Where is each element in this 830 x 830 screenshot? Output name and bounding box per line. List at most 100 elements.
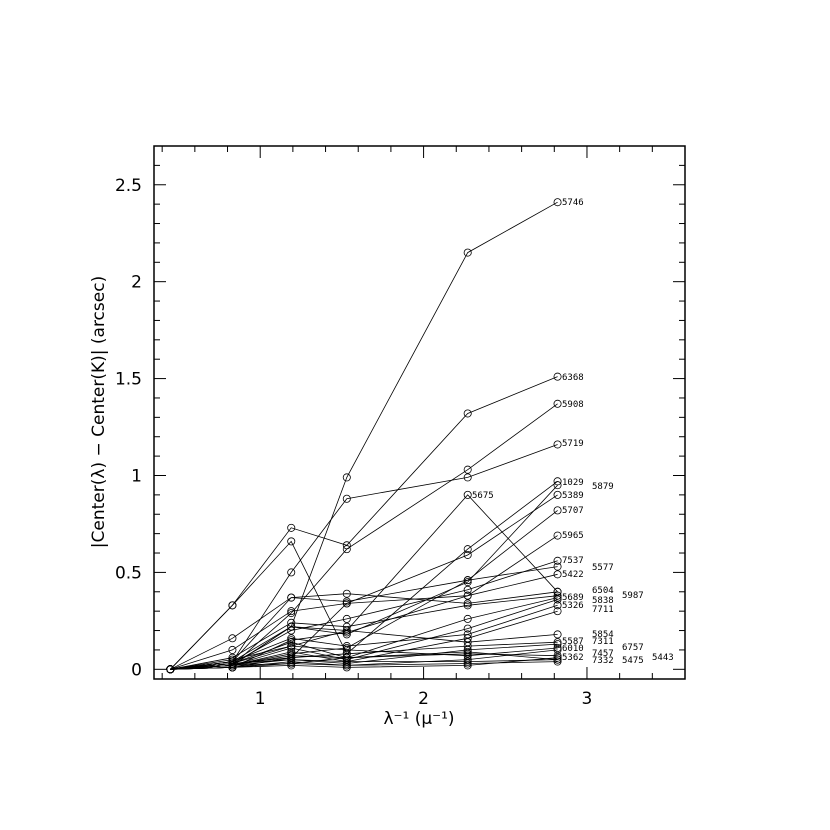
- series-label-5475: 5475: [622, 656, 644, 666]
- series-label-5707: 5707: [562, 506, 584, 516]
- data-point-5987: [228, 653, 237, 662]
- data-point-6504: [553, 587, 562, 596]
- data-point-5675: [463, 490, 472, 499]
- data-point-5854: [463, 638, 472, 647]
- data-point-5475: [463, 647, 472, 656]
- data-point-5422: [228, 645, 237, 654]
- data-point-5838: [342, 655, 351, 664]
- data-point-5443: [463, 659, 472, 668]
- series-label-7332: 7332: [592, 656, 614, 666]
- series-label-5854: 5854: [592, 630, 614, 640]
- series-line-5908: [170, 403, 558, 670]
- data-point-6504: [463, 599, 472, 608]
- data-point-5475: [342, 653, 351, 662]
- series-line-7332: [170, 659, 558, 670]
- data-point-5362: [553, 653, 562, 662]
- data-point-6504: [342, 589, 351, 598]
- series-label-5422: 5422: [562, 570, 584, 580]
- data-point-6010: [287, 657, 296, 666]
- y-tick-label: 0: [131, 660, 142, 680]
- data-point-5326: [342, 642, 351, 651]
- data-point-7457: [463, 649, 472, 658]
- data-point-7537: [287, 626, 296, 635]
- axis-ticks: [154, 146, 685, 679]
- data-point-5908: [553, 399, 562, 408]
- data-point-7311: [553, 640, 562, 649]
- data-point-5577: [463, 576, 472, 585]
- data-point-5587: [553, 638, 562, 647]
- y-tick-label: 2: [131, 273, 142, 293]
- x-tick-label: 1: [255, 689, 266, 709]
- data-point-5689: [463, 614, 472, 623]
- data-point-5719: [287, 568, 296, 577]
- data-point-5389: [463, 550, 472, 559]
- data-point-5746: [342, 473, 351, 482]
- series-label-5443: 5443: [652, 653, 674, 663]
- data-point-5326: [463, 630, 472, 639]
- series-line-5675: [170, 494, 558, 670]
- data-point-5362: [342, 663, 351, 672]
- data-point-5987: [287, 618, 296, 627]
- data-point-5587: [287, 653, 296, 662]
- data-point-5746: [553, 198, 562, 207]
- data-point-6757: [463, 651, 472, 660]
- data-point-5587: [342, 649, 351, 658]
- data-point-7457: [553, 651, 562, 660]
- data-point-5443: [166, 665, 175, 674]
- series-label-5689: 5689: [562, 593, 584, 603]
- data-point-5443: [342, 661, 351, 670]
- data-point-7711: [463, 634, 472, 643]
- data-point-5854: [228, 657, 237, 666]
- series-markers: [166, 198, 562, 674]
- data-point-5362: [463, 661, 472, 670]
- x-tick-label: 3: [582, 689, 593, 709]
- series-label-5587: 5587: [562, 637, 584, 647]
- data-point-7332: [287, 655, 296, 664]
- data-point-5987: [463, 601, 472, 610]
- data-point-1029: [463, 545, 472, 554]
- series-label-5879: 5879: [592, 482, 614, 492]
- series-lines: [170, 201, 558, 670]
- x-tick-label: 2: [418, 689, 429, 709]
- data-point-5854: [287, 622, 296, 631]
- series-label-7711: 7711: [592, 605, 614, 615]
- data-point-7311: [463, 645, 472, 654]
- series-label-1029: 1029: [562, 478, 584, 488]
- series-label-5746: 5746: [562, 198, 584, 208]
- series-line-5389: [170, 494, 558, 670]
- data-point-1029: [553, 477, 562, 486]
- x-axis-title: λ⁻¹ (μ⁻¹): [383, 709, 454, 729]
- series-label-5987: 5987: [622, 591, 644, 601]
- series-label-5719: 5719: [562, 439, 584, 449]
- y-axis-title: |Center(λ) − Center(K)| (arcsec): [89, 276, 109, 548]
- data-point-7537: [463, 585, 472, 594]
- data-point-5854: [342, 626, 351, 635]
- data-point-5475: [287, 651, 296, 660]
- data-point-6757: [553, 643, 562, 652]
- data-point-6368: [463, 409, 472, 418]
- series-line-5719: [170, 444, 558, 670]
- data-point-7332: [342, 657, 351, 666]
- data-point-5577: [342, 643, 351, 652]
- data-point-6504: [287, 593, 296, 602]
- y-tick-label: 1.5: [115, 370, 142, 390]
- data-point-5719: [342, 494, 351, 503]
- data-point-5965: [553, 531, 562, 540]
- series-label-7457: 7457: [592, 649, 614, 659]
- series-line-5443: [170, 661, 558, 670]
- data-point-5326: [553, 601, 562, 610]
- series-label-5577: 5577: [592, 563, 614, 573]
- data-point-5838: [553, 595, 562, 604]
- data-point-7332: [228, 659, 237, 668]
- data-point-1029: [228, 601, 237, 610]
- data-point-5577: [553, 562, 562, 571]
- data-point-5577: [287, 649, 296, 658]
- data-point-5362: [287, 661, 296, 670]
- data-point-7711: [287, 647, 296, 656]
- data-point-5746: [463, 248, 472, 257]
- series-line-6504: [170, 591, 558, 670]
- data-point-5443: [228, 663, 237, 672]
- data-point-5879: [342, 630, 351, 639]
- series-line-5422: [170, 573, 558, 670]
